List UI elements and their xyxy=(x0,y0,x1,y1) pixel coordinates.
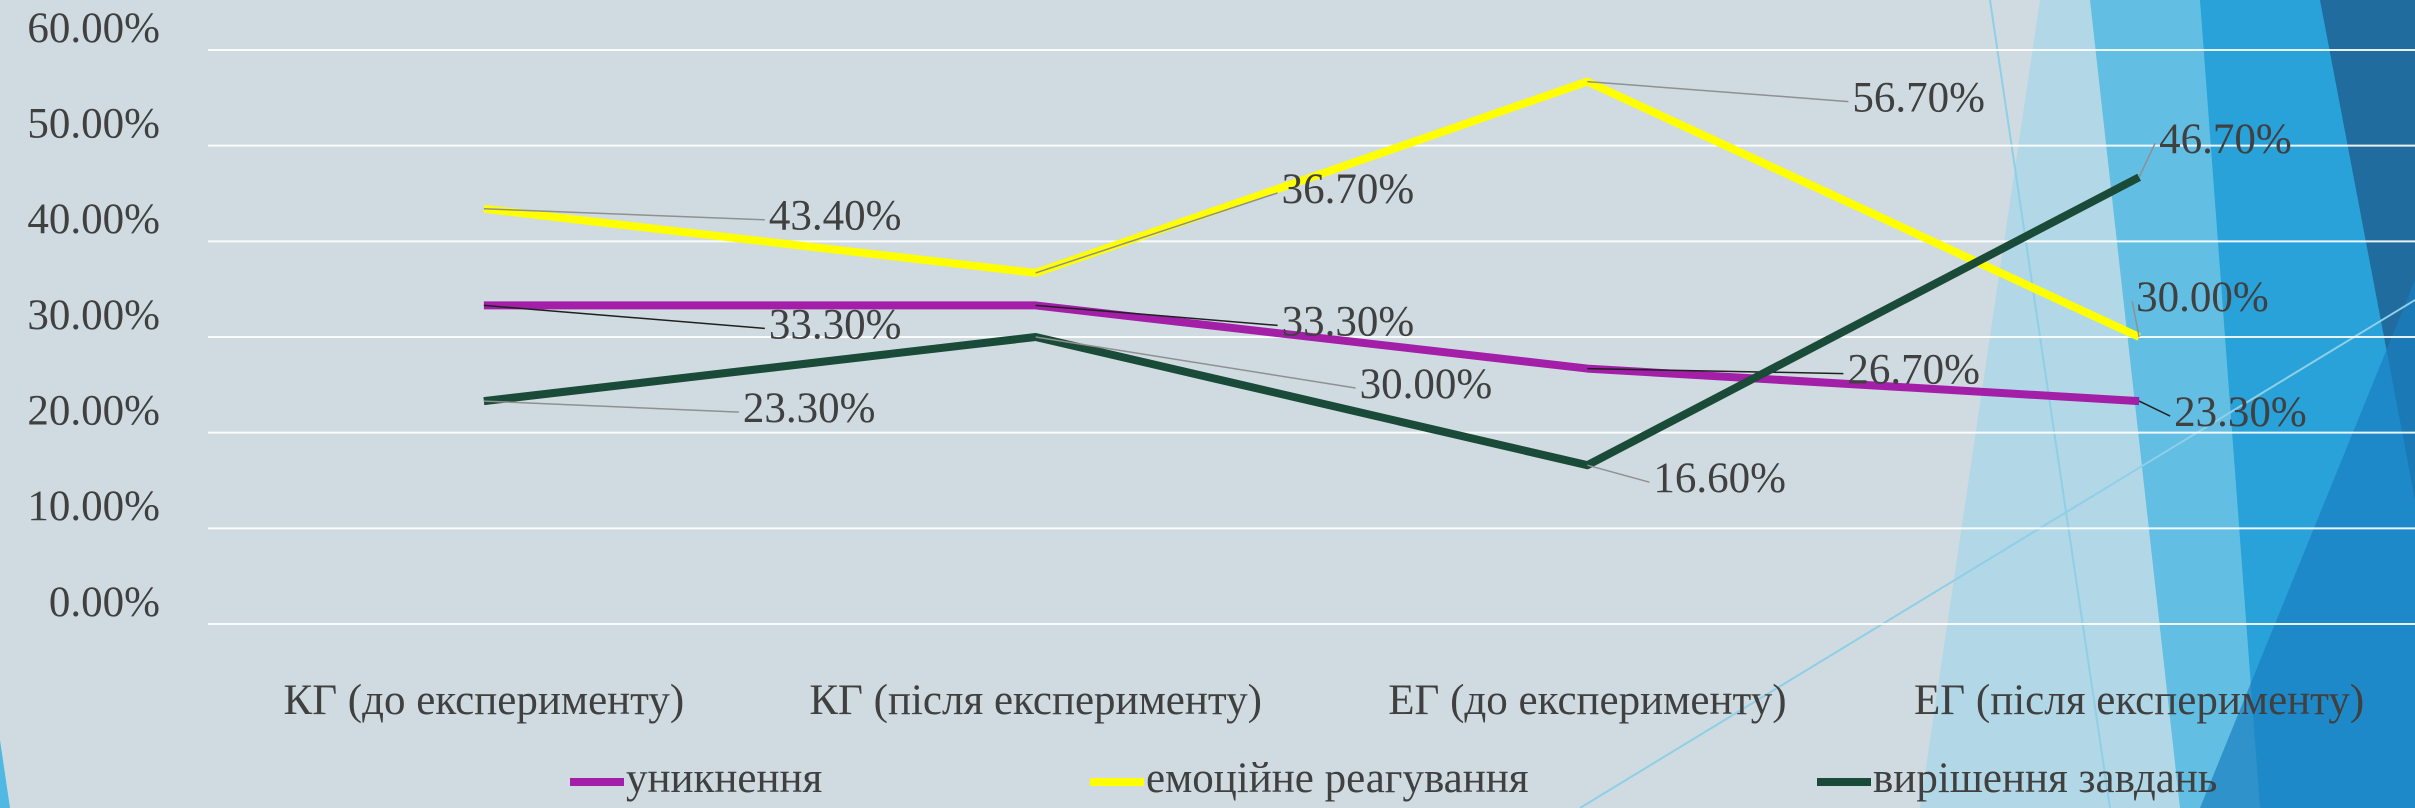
data-label: 26.70% xyxy=(1847,346,1980,393)
series-line xyxy=(483,173,2141,470)
x-tick-label: ЕГ (після експерименту) xyxy=(1914,677,2364,724)
decor xyxy=(0,740,10,808)
data-label: 36.70% xyxy=(1282,166,1415,213)
legend-label: уникнення xyxy=(626,755,822,802)
leader-line xyxy=(483,208,765,221)
x-tick-label: ЕГ (до експерименту) xyxy=(1388,677,1786,724)
data-label: 33.30% xyxy=(769,301,902,348)
leader-line xyxy=(1035,336,1356,389)
data-label: 16.60% xyxy=(1653,455,1786,502)
y-tick-label: 30.00% xyxy=(27,292,160,339)
leader-line xyxy=(1035,192,1278,274)
data-label: 56.70% xyxy=(1852,74,1985,121)
data-label: 23.30% xyxy=(2174,389,2307,436)
y-tick-label: 20.00% xyxy=(27,388,160,435)
data-label: 30.00% xyxy=(1360,361,1493,408)
plot: КГ (до експерименту) КГ (після експеримен… xyxy=(284,74,2365,723)
decor xyxy=(2200,280,2415,808)
data-label: 46.70% xyxy=(2159,116,2292,163)
series-line xyxy=(483,301,2140,406)
legend-label: вирішення завдань xyxy=(1873,755,2217,802)
y-tick-label: 50.00% xyxy=(27,101,160,148)
y-tick-label: 60.00% xyxy=(27,5,160,52)
series-line xyxy=(483,77,2141,341)
decor xyxy=(1989,0,2111,808)
x-tick-label: КГ (після експерименту) xyxy=(809,677,1262,724)
legend-label: емоційне реагування xyxy=(1146,755,1529,802)
data-label: 23.30% xyxy=(743,385,876,432)
legend: уникнення емоційне реагування вирішення за… xyxy=(570,755,2217,802)
leader-line xyxy=(2138,400,2171,417)
leader-line xyxy=(1035,304,1278,327)
data-label: 30.00% xyxy=(2136,274,2269,321)
leader-line xyxy=(1587,464,1650,483)
data-label: 43.40% xyxy=(769,193,902,240)
y-tick-label: 10.00% xyxy=(27,483,160,530)
leader-line xyxy=(1587,80,1849,103)
y-tick-label: 0.00% xyxy=(49,579,160,626)
decor xyxy=(1579,299,2415,808)
grid: 0.00% 10.00% 20.00% 30.00% 40.00% 50.00% 60.00… xyxy=(27,5,2415,626)
leader-line xyxy=(2131,300,2140,338)
leader-line xyxy=(483,304,765,330)
leader-line xyxy=(2138,142,2156,178)
x-tick-label: КГ (до експерименту) xyxy=(284,677,685,724)
leader-line xyxy=(483,400,739,413)
y-tick-label: 40.00% xyxy=(27,196,160,243)
leader-line xyxy=(1587,367,1844,375)
data-label: 33.30% xyxy=(1282,298,1415,345)
